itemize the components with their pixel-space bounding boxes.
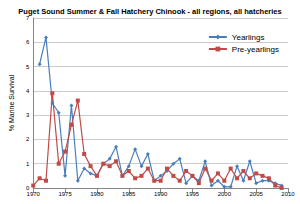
svg-text:2005: 2005 [249, 191, 263, 197]
svg-text:1970: 1970 [27, 191, 41, 197]
svg-text:Yearlings: Yearlings [232, 33, 265, 42]
svg-text:2010: 2010 [281, 191, 295, 197]
svg-text:7: 7 [26, 15, 30, 21]
svg-text:2: 2 [26, 136, 30, 142]
svg-text:1: 1 [26, 161, 30, 167]
svg-text:Puget Sound Summer & Fall Hatc: Puget Sound Summer & Fall Hatchery Chino… [18, 7, 281, 16]
svg-text:1980: 1980 [90, 191, 104, 197]
svg-text:1975: 1975 [58, 191, 72, 197]
svg-text:4: 4 [26, 88, 30, 94]
svg-text:1985: 1985 [122, 191, 136, 197]
svg-text:2000: 2000 [218, 191, 232, 197]
svg-text:3: 3 [26, 112, 30, 118]
svg-text:0: 0 [25, 185, 30, 191]
svg-text:5: 5 [26, 64, 30, 70]
svg-text:1990: 1990 [154, 191, 168, 197]
svg-text:1995: 1995 [186, 191, 200, 197]
svg-text:6: 6 [26, 39, 30, 45]
svg-text:Pre-yearlings: Pre-yearlings [232, 45, 279, 54]
svg-text:% Marine Survival: % Marine Survival [8, 74, 15, 131]
